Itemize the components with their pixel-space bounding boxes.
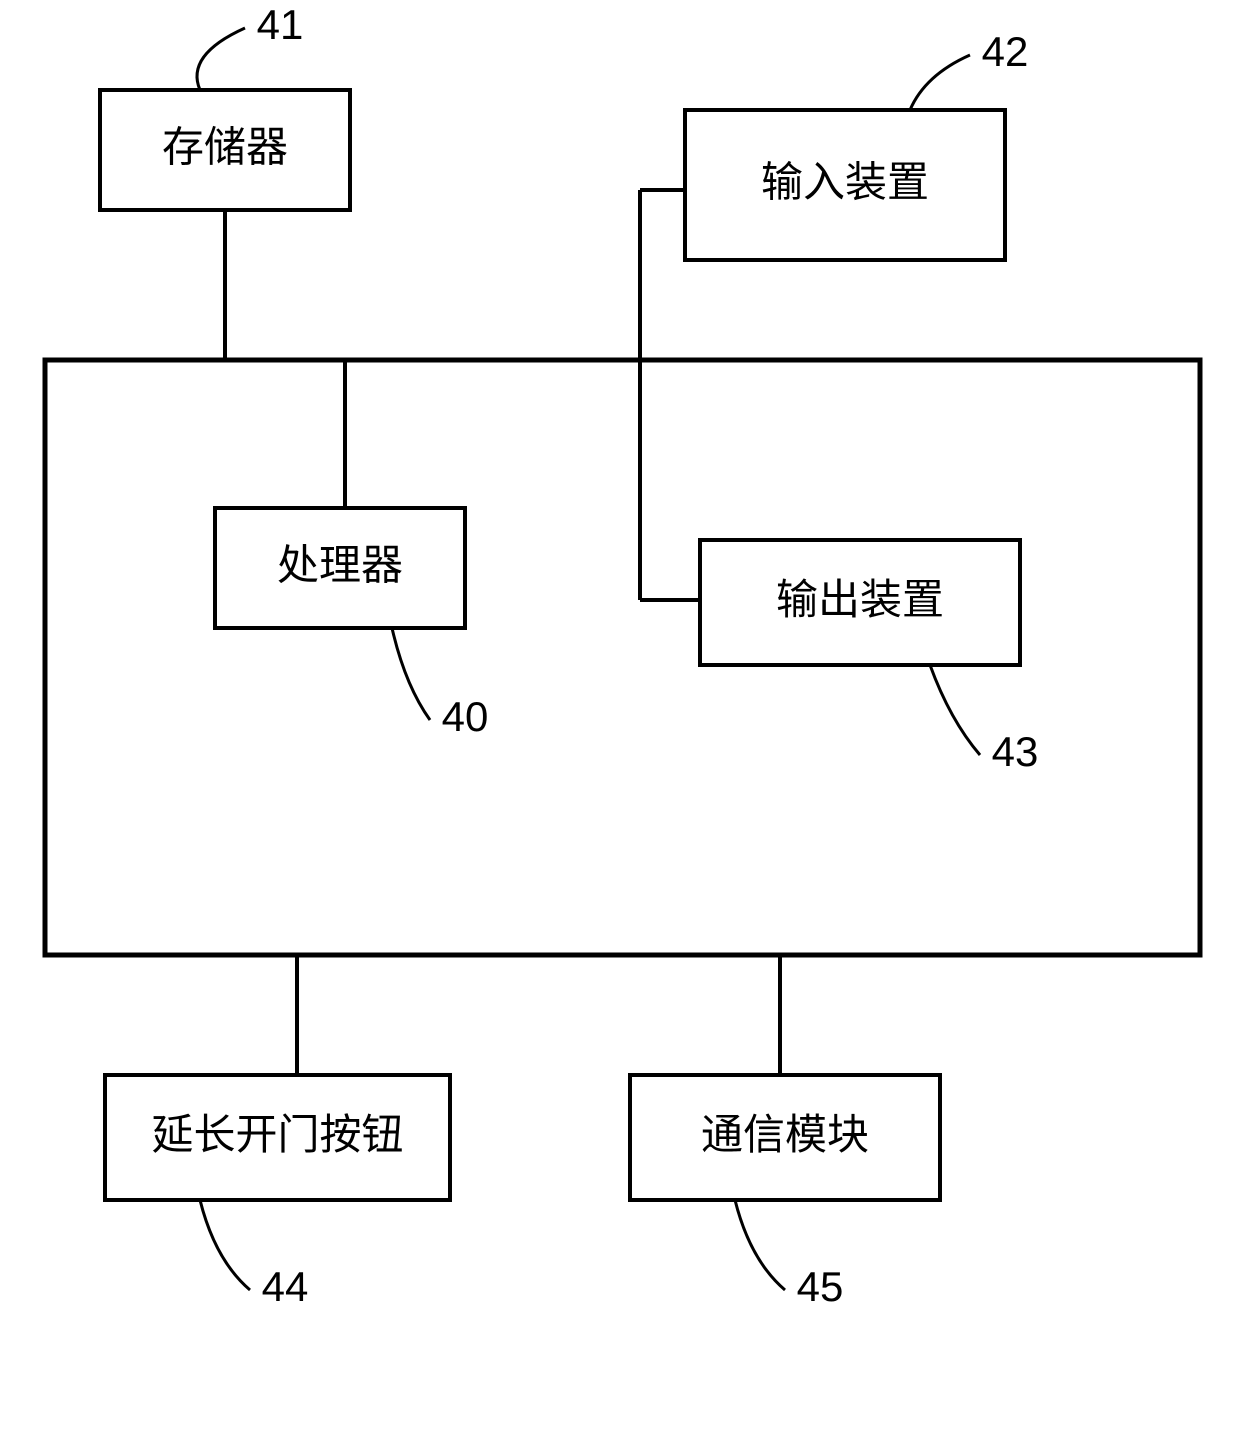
- node-number-memory: 41: [257, 1, 304, 48]
- node-label-button: 延长开门按钮: [151, 1113, 403, 1159]
- node-button: 延长开门按钮 44: [105, 1075, 450, 1310]
- node-input: 输入装置 42: [685, 28, 1028, 260]
- leader-input: [910, 55, 970, 110]
- container-box: [45, 360, 1200, 955]
- node-number-processor: 40: [442, 693, 489, 740]
- leader-button: [200, 1200, 250, 1290]
- node-number-input: 42: [982, 28, 1029, 75]
- node-number-output: 43: [992, 728, 1039, 775]
- leader-memory: [197, 28, 245, 90]
- node-number-comm: 45: [797, 1263, 844, 1310]
- node-label-processor: 处理器: [277, 544, 403, 590]
- node-comm: 通信模块 45: [630, 1075, 940, 1310]
- node-label-output: 输出装置: [776, 578, 944, 624]
- node-memory: 存储器 41: [100, 1, 350, 210]
- leader-comm: [735, 1200, 785, 1290]
- node-label-input: 输入装置: [761, 161, 929, 207]
- node-label-memory: 存储器: [162, 126, 288, 172]
- diagram-canvas: 存储器 41 输入装置 42 处理器 40 输出装置 43 延长开门按钮 44 通信模块 45: [0, 0, 1240, 1454]
- node-label-comm: 通信模块: [701, 1113, 869, 1159]
- node-number-button: 44: [262, 1263, 309, 1310]
